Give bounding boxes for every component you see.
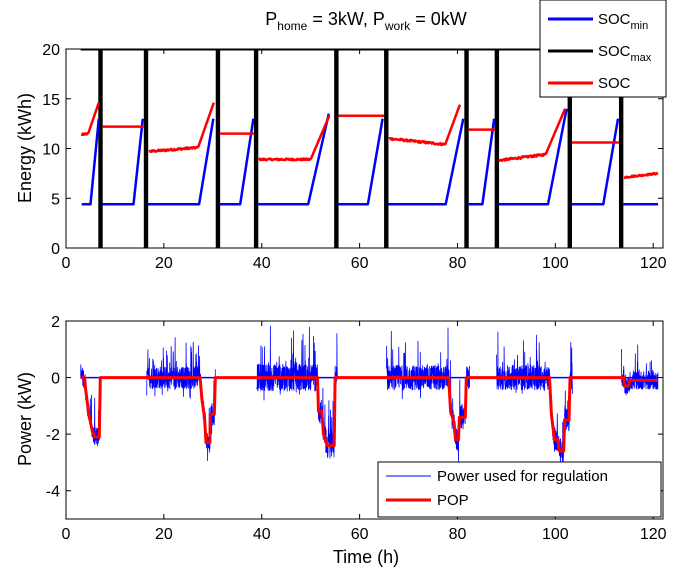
unplug-bar [98,49,103,248]
x-tick-label: 0 [62,526,71,543]
pop-line [80,376,659,453]
x-tick-label: 0 [62,255,71,272]
soc-line [148,145,199,154]
soc-min-line [498,108,568,206]
legend-label-base: SOC [598,75,631,92]
soc-min-line [81,118,101,206]
y-tick-label: 10 [42,142,60,159]
legend-label: Power used for regulation [437,468,608,485]
soc-line [309,115,331,160]
soc-line [444,104,462,145]
title-p: P [265,9,277,29]
y-axis-label: Power (kW) [15,372,35,466]
y-tick-label: -4 [46,484,60,501]
x-tick-label: 40 [253,255,271,272]
soc-min-line [102,118,145,206]
x-tick-label: 60 [351,526,369,543]
soc-line [623,171,659,180]
legend-label-base: SOC [598,11,631,28]
legend-label: POP [437,492,469,509]
soc-line [196,102,215,148]
y-tick-label: -2 [46,427,60,444]
legend-box [377,461,662,518]
y-axis-label: Energy (kWh) [15,93,35,203]
soc-line [87,102,100,134]
plot-frame [65,320,664,520]
legend-label-sub: min [631,20,649,32]
unplug-bar [143,49,149,248]
legend-label-sub: max [631,52,652,64]
y-tick-label: 0 [51,371,60,388]
title-sub-work: work [384,19,411,33]
x-tick-label: 120 [640,526,667,543]
x-tick-label: 20 [155,255,173,272]
soc-line [498,152,547,163]
x-tick-label: 100 [542,526,569,543]
x-tick-label: 120 [640,255,667,272]
chart-title: Phome = 3kW, Pwork = 0kW [265,9,466,33]
x-tick-label: 40 [253,526,271,543]
legend-box [539,0,667,98]
y-tick-label: 5 [51,191,60,208]
unplug-bar [618,49,624,248]
soc-min-line [388,118,465,206]
x-tick-label: 100 [542,255,569,272]
x-tick-label: 20 [155,526,173,543]
unplug-bar [215,49,221,248]
y-tick-label: 2 [51,314,60,331]
soc-min-line [147,118,215,206]
unplug-bar [567,49,572,248]
soc-line [258,157,312,162]
x-tick-label: 60 [351,255,369,272]
title-sub-home: home [277,19,307,33]
plot-frame [65,48,664,249]
unplug-bar [253,49,259,248]
x-tick-label: 80 [449,255,467,272]
unplug-bar [494,49,500,248]
legend-label: SOCmax [598,43,652,64]
unplug-bar [334,49,339,248]
legend: Power used for regulation POP [377,461,662,518]
soc-min-line [338,118,384,206]
legend-label: SOC [598,75,631,92]
y-tick-label: 15 [42,92,60,109]
power-plot: Power (kW) Time (h) 0 20 40 60 80 100 120 -4 -2 0… [15,314,667,567]
legend-label: SOCmin [598,11,648,32]
soc-min-line [571,118,620,206]
soc-min-line [468,118,496,206]
title-end: = 0kW [410,9,467,29]
x-tick-label: 80 [449,526,467,543]
unplug-bar [464,49,469,248]
soc-min-line [258,113,331,206]
soc-min-line [219,118,255,206]
energy-plot: Phome = 3kW, Pwork = 0kW Energy (kWh) 0 2… [15,0,667,272]
regulation-power-line [386,327,471,466]
soc-line [80,131,90,137]
soc-line [388,136,447,147]
legend-label-base: SOC [598,43,631,60]
y-tick-label: 0 [51,241,60,258]
title-mid: = 3kW, P [307,9,385,29]
soc-line [544,108,567,155]
unplug-bar [384,49,389,248]
x-axis-label: Time (h) [333,547,399,567]
y-tick-label: 20 [42,42,60,59]
